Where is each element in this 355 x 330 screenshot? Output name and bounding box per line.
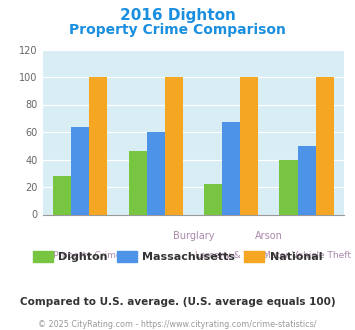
Bar	[240, 77, 258, 214]
Text: Motor Vehicle Theft: Motor Vehicle Theft	[263, 251, 351, 260]
Text: © 2025 CityRating.com - https://www.cityrating.com/crime-statistics/: © 2025 CityRating.com - https://www.city…	[38, 320, 317, 329]
Text: Compared to U.S. average. (U.S. average equals 100): Compared to U.S. average. (U.S. average …	[20, 297, 335, 307]
Bar	[297, 146, 316, 214]
Bar	[222, 122, 240, 214]
Bar	[53, 176, 71, 214]
Bar	[129, 151, 147, 214]
Bar	[165, 77, 183, 214]
Bar	[279, 159, 297, 214]
Bar	[71, 126, 89, 214]
Bar	[147, 132, 165, 214]
Legend: Dighton, Massachusetts, National: Dighton, Massachusetts, National	[28, 247, 327, 267]
Text: Larceny & Theft: Larceny & Theft	[195, 251, 267, 260]
Text: Property Crime Comparison: Property Crime Comparison	[69, 23, 286, 37]
Bar	[89, 77, 108, 214]
Text: Burglary: Burglary	[173, 231, 214, 241]
Text: All Property Crime: All Property Crime	[39, 251, 121, 260]
Bar	[316, 77, 334, 214]
Bar	[204, 184, 222, 214]
Text: 2016 Dighton: 2016 Dighton	[120, 8, 235, 23]
Text: Arson: Arson	[255, 231, 283, 241]
